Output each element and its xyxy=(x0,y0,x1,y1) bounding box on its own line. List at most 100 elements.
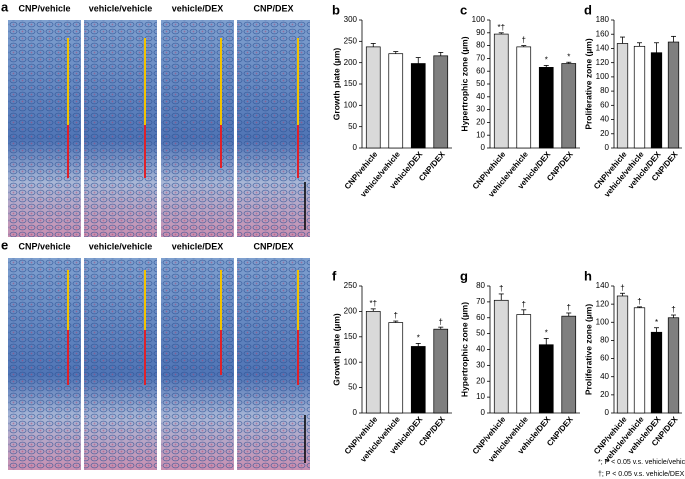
y-axis-title: Proliferative zone (µm) xyxy=(583,304,593,396)
panel-label: b xyxy=(332,2,340,17)
bar xyxy=(388,53,404,149)
y-tick-label: 120 xyxy=(596,58,610,67)
y-tick-label: 20 xyxy=(600,129,609,138)
image-caption: CNP/DEX xyxy=(253,241,293,251)
histology-texture xyxy=(84,258,157,470)
bar xyxy=(650,331,663,414)
significance-mark: * xyxy=(655,318,658,327)
bar xyxy=(388,322,404,414)
bar xyxy=(493,33,509,149)
significance-mark: † xyxy=(567,303,571,312)
y-tick-label: 50 xyxy=(348,383,357,392)
significance-mark: † xyxy=(394,311,398,320)
y-tick-label: 60 xyxy=(476,313,485,322)
bar xyxy=(365,46,381,149)
y-tick-label: 200 xyxy=(344,58,358,67)
y-tick-label: 0 xyxy=(605,143,610,152)
bar xyxy=(516,314,532,414)
y-tick-label: 0 xyxy=(481,143,486,152)
y-tick-label: 250 xyxy=(344,36,358,45)
y-tick-label: 100 xyxy=(596,72,610,81)
bar xyxy=(433,328,449,414)
y-tick-label: 20 xyxy=(476,118,485,127)
y-tick-label: 150 xyxy=(344,79,358,88)
image-caption: vehicle/DEX xyxy=(172,3,224,13)
y-tick-label: 140 xyxy=(596,281,610,290)
y-tick-label: 0 xyxy=(353,408,358,417)
panel-label: e xyxy=(1,237,8,252)
bar xyxy=(516,46,532,149)
y-tick-label: 0 xyxy=(481,408,486,417)
y-tick-label: 20 xyxy=(600,390,609,399)
significance-mark: † xyxy=(499,284,503,293)
y-axis-title: Hypertrophic zone (µm) xyxy=(459,36,469,131)
significance-mark: * xyxy=(545,328,548,337)
y-tick-label: 40 xyxy=(476,92,485,101)
y-tick-label: 140 xyxy=(596,44,610,53)
y-tick-label: 60 xyxy=(600,354,609,363)
significance-mark: *† xyxy=(369,299,377,308)
y-tick-label: 60 xyxy=(476,66,485,75)
y-tick-label: 10 xyxy=(476,392,485,401)
y-axis-title: Proliferative zone (µm) xyxy=(583,38,593,130)
bar xyxy=(538,67,554,149)
bar xyxy=(538,344,554,414)
image-caption: vehicle/vehicle xyxy=(89,241,153,251)
bar xyxy=(667,41,680,149)
y-axis-title: Hypertrophic zone (µm) xyxy=(459,302,469,397)
footnote: *; P < 0.05 v.s. vehicle/vehicle xyxy=(598,459,685,466)
histology-texture xyxy=(161,258,234,470)
histology-texture xyxy=(161,20,234,237)
y-tick-label: 30 xyxy=(476,105,485,114)
y-tick-label: 80 xyxy=(476,41,485,50)
footnote: †; P < 0.05 v.s. vehicle/DEX xyxy=(598,471,685,478)
histology-texture xyxy=(237,20,310,237)
bar xyxy=(410,346,426,414)
y-tick-label: 30 xyxy=(476,360,485,369)
y-tick-label: 40 xyxy=(600,372,609,381)
y-axis-title: Growth plate (µm) xyxy=(331,48,341,121)
significance-mark: *† xyxy=(497,23,505,32)
y-tick-label: 80 xyxy=(476,281,485,290)
y-tick-label: 70 xyxy=(476,54,485,63)
y-tick-label: 50 xyxy=(348,122,357,131)
y-tick-label: 160 xyxy=(596,29,610,38)
image-caption: CNP/vehicle xyxy=(18,3,70,13)
y-tick-label: 100 xyxy=(472,15,486,24)
y-tick-label: 100 xyxy=(344,357,358,366)
bar xyxy=(616,295,629,414)
significance-mark: * xyxy=(545,56,548,65)
y-tick-label: 10 xyxy=(476,130,485,139)
y-tick-label: 20 xyxy=(476,376,485,385)
y-tick-label: 200 xyxy=(344,307,358,316)
bar xyxy=(493,299,509,414)
image-caption: CNP/DEX xyxy=(253,3,293,13)
y-tick-label: 100 xyxy=(596,317,610,326)
x-tick-label: vehicle/vehicle xyxy=(359,414,403,463)
y-axis-title: Growth plate (µm) xyxy=(331,313,341,386)
significance-mark: † xyxy=(439,317,443,326)
bar xyxy=(616,43,629,149)
panel-label: g xyxy=(460,268,468,283)
y-tick-label: 0 xyxy=(605,408,610,417)
bar xyxy=(365,311,381,414)
x-tick-label: vehicle/vehicle xyxy=(487,149,531,198)
panel-label: f xyxy=(332,268,337,283)
significance-mark: † xyxy=(671,305,675,314)
y-tick-label: 180 xyxy=(596,15,610,24)
bar xyxy=(410,63,426,149)
panel-label: c xyxy=(460,2,467,17)
histology-texture xyxy=(8,20,81,237)
image-caption: CNP/vehicle xyxy=(18,241,70,251)
y-tick-label: 70 xyxy=(476,297,485,306)
y-tick-label: 120 xyxy=(596,299,610,308)
histology-texture xyxy=(8,258,81,470)
y-tick-label: 60 xyxy=(600,100,609,109)
panel-label: h xyxy=(584,268,592,283)
y-tick-label: 40 xyxy=(476,345,485,354)
y-tick-label: 80 xyxy=(600,86,609,95)
significance-mark: † xyxy=(522,300,526,309)
image-caption: vehicle/DEX xyxy=(172,241,224,251)
y-tick-label: 90 xyxy=(476,28,485,37)
bar xyxy=(667,317,680,414)
